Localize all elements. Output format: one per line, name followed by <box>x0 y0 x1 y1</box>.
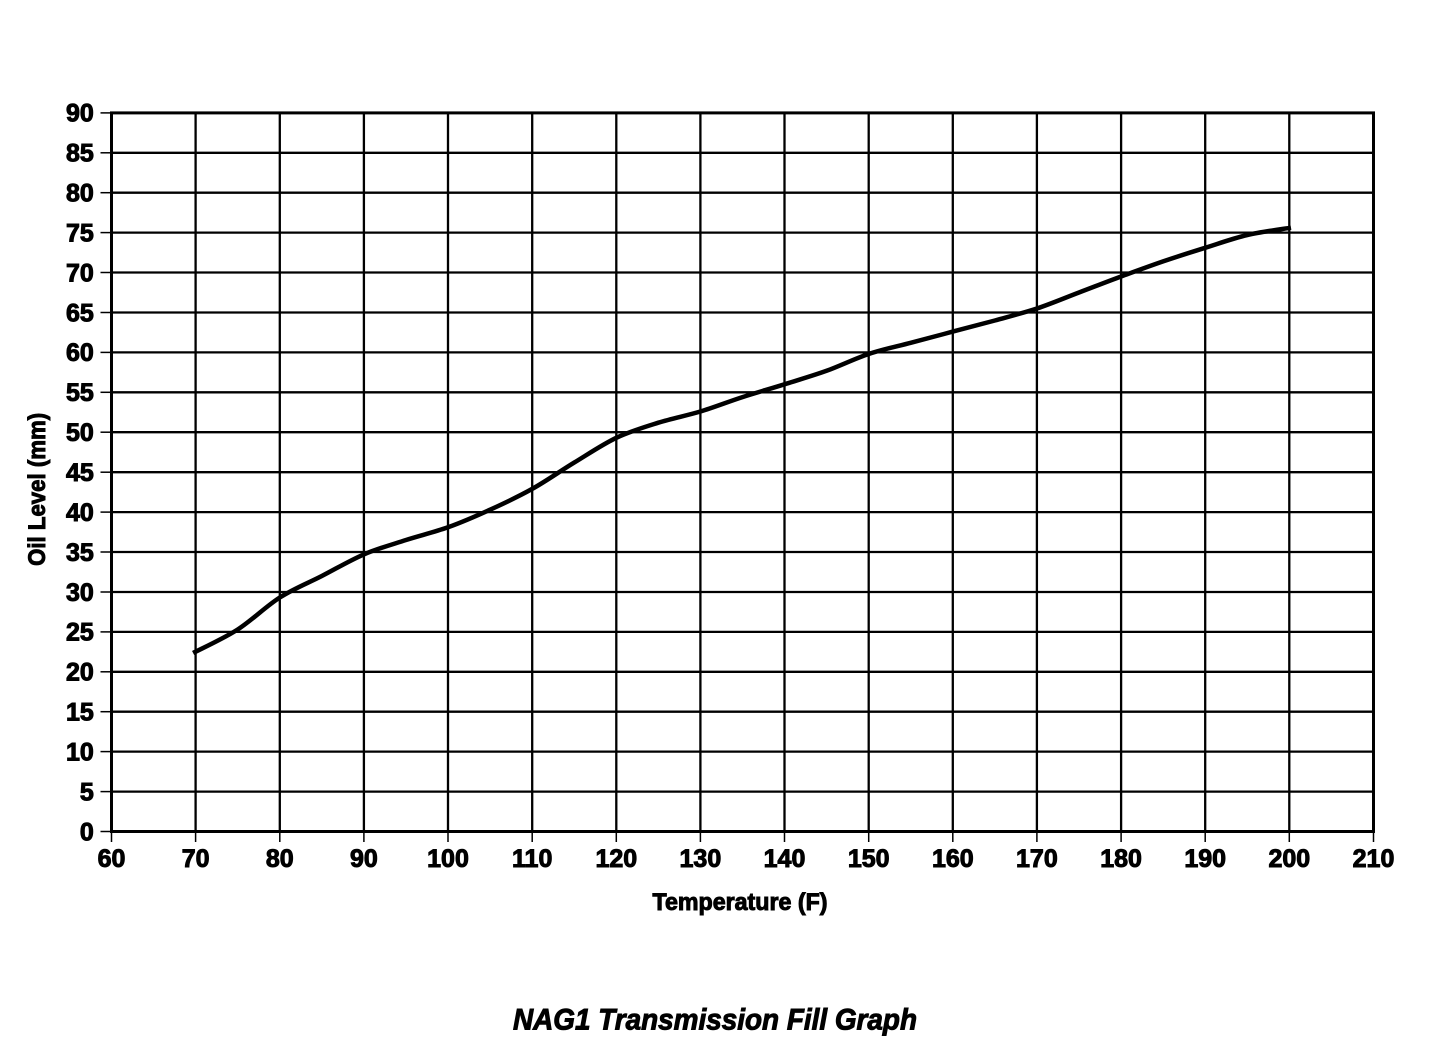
svg-text:60: 60 <box>98 845 126 873</box>
svg-text:180: 180 <box>1100 845 1142 873</box>
svg-text:70: 70 <box>66 259 94 287</box>
svg-text:5: 5 <box>80 778 94 806</box>
svg-text:200: 200 <box>1268 845 1310 873</box>
svg-text:Oil Level (mm): Oil Level (mm) <box>24 413 51 566</box>
svg-text:140: 140 <box>764 845 806 873</box>
svg-text:10: 10 <box>66 738 94 766</box>
svg-text:50: 50 <box>66 419 94 447</box>
svg-text:75: 75 <box>66 219 94 247</box>
svg-text:150: 150 <box>848 845 890 873</box>
svg-text:20: 20 <box>66 659 94 687</box>
svg-text:170: 170 <box>1016 845 1058 873</box>
svg-text:45: 45 <box>66 459 94 487</box>
svg-text:Temperature (F): Temperature (F) <box>653 889 828 916</box>
svg-text:210: 210 <box>1353 845 1395 873</box>
svg-text:90: 90 <box>350 845 378 873</box>
svg-text:60: 60 <box>66 339 94 367</box>
svg-text:100: 100 <box>427 845 469 873</box>
svg-text:70: 70 <box>182 845 210 873</box>
svg-text:65: 65 <box>66 299 94 327</box>
svg-text:55: 55 <box>66 379 94 407</box>
svg-text:30: 30 <box>66 579 94 607</box>
svg-text:40: 40 <box>66 499 94 527</box>
svg-text:35: 35 <box>66 539 94 567</box>
svg-text:110: 110 <box>512 845 552 873</box>
svg-text:160: 160 <box>932 845 974 873</box>
svg-text:NAG1 Transmission Fill Graph: NAG1 Transmission Fill Graph <box>513 1004 917 1037</box>
svg-text:130: 130 <box>680 845 722 873</box>
svg-text:190: 190 <box>1184 845 1226 873</box>
svg-text:90: 90 <box>66 100 94 128</box>
svg-text:15: 15 <box>66 699 94 727</box>
svg-text:85: 85 <box>66 140 94 168</box>
svg-text:80: 80 <box>266 845 294 873</box>
svg-text:0: 0 <box>80 818 94 846</box>
svg-text:80: 80 <box>66 180 94 208</box>
svg-text:25: 25 <box>66 619 94 647</box>
svg-text:120: 120 <box>595 845 637 873</box>
